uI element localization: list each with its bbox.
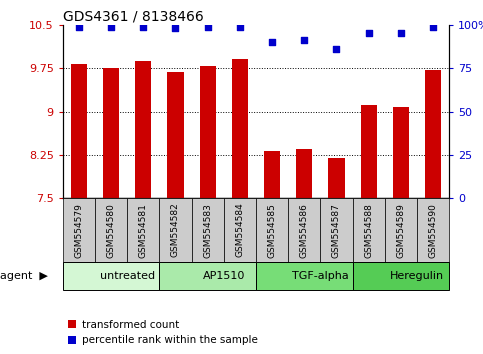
Text: GSM554581: GSM554581 (139, 202, 148, 258)
Bar (353, 262, 449, 290)
Text: untreated: untreated (99, 271, 155, 281)
Bar (159, 198, 192, 262)
Bar (425, 70, 441, 198)
Bar (63, 198, 95, 262)
Bar (127, 198, 159, 262)
Point (300, 38, 308, 43)
Bar (264, 152, 280, 198)
Point (236, 24, 244, 29)
Bar (353, 198, 385, 262)
Point (171, 25, 179, 31)
Bar (361, 104, 377, 198)
Bar (159, 262, 256, 290)
Bar (417, 198, 449, 262)
Bar (232, 59, 248, 198)
Bar (393, 108, 409, 198)
Text: TGF-alpha: TGF-alpha (292, 271, 349, 281)
Text: GSM554587: GSM554587 (332, 202, 341, 258)
Text: Heregulin: Heregulin (390, 271, 444, 281)
Point (140, 24, 147, 29)
Text: GSM554583: GSM554583 (203, 202, 212, 258)
Bar (95, 198, 127, 262)
Text: AP1510: AP1510 (202, 271, 245, 281)
Point (397, 30, 405, 36)
Text: GSM554590: GSM554590 (428, 202, 438, 258)
Point (204, 24, 212, 29)
Point (365, 30, 372, 36)
Bar (168, 72, 184, 198)
Bar (328, 158, 344, 198)
Text: GDS4361 / 8138466: GDS4361 / 8138466 (63, 10, 203, 24)
Point (268, 39, 276, 45)
Bar (71, 64, 87, 198)
Point (107, 24, 115, 29)
Bar (135, 61, 151, 198)
Bar (192, 198, 224, 262)
Text: GSM554588: GSM554588 (364, 202, 373, 258)
Text: GSM554589: GSM554589 (397, 202, 405, 258)
Bar (385, 198, 417, 262)
Text: GSM554579: GSM554579 (74, 202, 84, 258)
Point (333, 46, 341, 52)
Text: GSM554584: GSM554584 (235, 203, 244, 257)
Bar (256, 262, 353, 290)
Text: GSM554586: GSM554586 (300, 202, 309, 258)
Text: agent  ▶: agent ▶ (0, 271, 48, 281)
Bar (320, 198, 353, 262)
Point (429, 24, 437, 29)
Bar (103, 68, 119, 198)
Bar (296, 149, 313, 198)
Text: GSM554585: GSM554585 (268, 202, 277, 258)
Bar (256, 198, 288, 262)
Bar (288, 198, 320, 262)
Text: GSM554580: GSM554580 (107, 202, 115, 258)
Bar (63, 262, 159, 290)
Point (75, 24, 83, 29)
Bar (224, 198, 256, 262)
Text: GSM554582: GSM554582 (171, 203, 180, 257)
Legend: transformed count, percentile rank within the sample: transformed count, percentile rank withi… (68, 320, 257, 345)
Bar (199, 66, 216, 198)
